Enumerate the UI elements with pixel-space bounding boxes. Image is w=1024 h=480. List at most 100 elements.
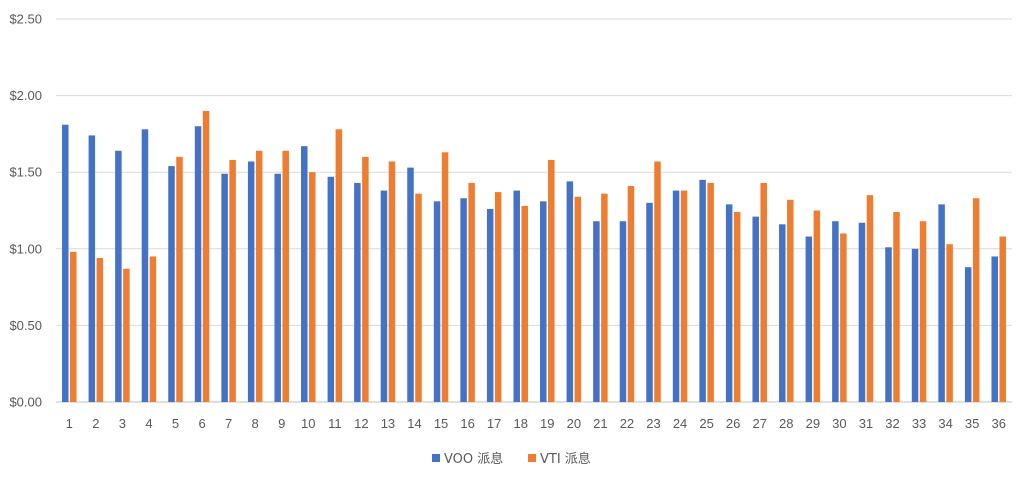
bar-vti	[866, 195, 874, 402]
bar-vti	[362, 156, 369, 402]
bar-vti	[176, 156, 183, 402]
bar-voo	[991, 256, 998, 402]
x-tick-label: 24	[673, 416, 687, 431]
bar-voo	[221, 173, 228, 402]
bar-voo	[540, 201, 547, 402]
bar-vti	[813, 210, 821, 402]
bar-voo	[513, 190, 520, 402]
bar-voo	[725, 204, 733, 402]
bar-vti	[521, 205, 528, 402]
x-tick-label: 11	[328, 416, 342, 431]
bar-voo	[274, 173, 281, 402]
bar-vti	[972, 198, 980, 402]
bar-vti	[627, 185, 635, 402]
x-tick-label: 17	[487, 416, 501, 431]
bar-vti	[229, 159, 236, 402]
y-tick-label: $0.50	[9, 318, 42, 333]
y-axis: $0.00 $0.50 $1.00 $1.50 $2.00 $2.50	[9, 12, 42, 410]
bar-vti	[149, 256, 157, 402]
bar-vti	[893, 212, 900, 402]
x-tick-label: 31	[859, 416, 873, 431]
x-tick-label: 4	[145, 416, 152, 431]
bar-vti	[388, 161, 396, 402]
bar-voo	[88, 135, 96, 402]
x-tick-label: 21	[593, 416, 607, 431]
bar-vti	[468, 182, 475, 402]
bar-vti	[840, 233, 847, 402]
x-tick-label: 36	[991, 416, 1005, 431]
bar-voo	[247, 161, 255, 402]
x-tick-label: 33	[912, 416, 926, 431]
bar-voo	[752, 216, 759, 402]
bar-voo	[407, 167, 414, 402]
bar-vti	[335, 129, 343, 402]
x-tick-label: 23	[646, 416, 660, 431]
x-tick-label: 29	[806, 416, 820, 431]
bars	[62, 110, 1006, 403]
x-tick-label: 1	[66, 416, 73, 431]
x-tick-label: 19	[540, 416, 554, 431]
bar-vti	[494, 192, 502, 402]
bar-voo	[779, 224, 786, 402]
bar-voo	[911, 248, 919, 402]
x-tick-label: 27	[752, 416, 766, 431]
bar-voo	[62, 124, 69, 402]
x-tick-label: 5	[172, 416, 179, 431]
bar-voo	[885, 247, 892, 402]
bar-voo	[433, 201, 441, 402]
bar-voo	[301, 146, 308, 402]
x-tick-label: 3	[119, 416, 126, 431]
legend-label-voo: VOO 派息	[444, 451, 503, 467]
x-tick-label: 14	[407, 416, 421, 431]
x-tick-label: 8	[252, 416, 259, 431]
bar-vti	[654, 161, 661, 402]
bar-vti	[999, 236, 1006, 402]
x-tick-label: 2	[92, 416, 99, 431]
x-tick-label: 32	[885, 416, 899, 431]
x-tick-label: 7	[225, 416, 232, 431]
y-tick-label: $1.00	[9, 241, 42, 256]
x-tick-label: 6	[198, 416, 205, 431]
bar-vti	[574, 196, 582, 402]
x-tick-label: 22	[620, 416, 634, 431]
bar-vti	[548, 159, 555, 402]
bar-vti	[202, 110, 210, 403]
x-tick-label: 13	[381, 416, 395, 431]
bar-voo	[486, 208, 494, 402]
legend-swatch-voo	[432, 454, 440, 462]
bar-vti	[96, 257, 104, 402]
x-tick-label: 9	[278, 416, 285, 431]
bar-vti	[946, 244, 953, 402]
bar-voo	[672, 190, 680, 402]
gridlines	[56, 18, 1012, 403]
bar-voo	[699, 179, 706, 402]
x-tick-label: 26	[726, 416, 740, 431]
bar-vti	[787, 199, 794, 402]
bar-vti	[441, 152, 449, 402]
bar-vti	[255, 150, 263, 402]
bar-vti	[919, 221, 927, 402]
bar-voo	[460, 198, 467, 402]
x-tick-label: 34	[938, 416, 952, 431]
bar-vti	[760, 182, 767, 402]
x-tick-label: 20	[567, 416, 581, 431]
x-tick-label: 35	[965, 416, 979, 431]
x-tick-label: 10	[301, 416, 315, 431]
bar-vti	[707, 182, 714, 402]
bar-voo	[115, 150, 122, 402]
x-axis: 1 2 3 4 5 6 7 8 9 10 11 12 13 14 15 16 17 18 19 20 21 22 23 24 2…	[66, 416, 1006, 431]
bar-voo	[354, 182, 361, 402]
bar-vti	[415, 193, 422, 402]
bar-voo	[964, 267, 972, 402]
x-tick-label: 25	[699, 416, 713, 431]
x-tick-label: 15	[434, 416, 448, 431]
bar-voo	[141, 129, 149, 402]
bar-voo	[593, 221, 600, 402]
bar-vti	[680, 190, 688, 402]
x-tick-label: 30	[832, 416, 846, 431]
legend-swatch-vti	[528, 454, 536, 462]
legend-label-vti: VTI 派息	[540, 451, 591, 467]
bar-voo	[805, 236, 813, 402]
bar-vti	[309, 172, 316, 402]
